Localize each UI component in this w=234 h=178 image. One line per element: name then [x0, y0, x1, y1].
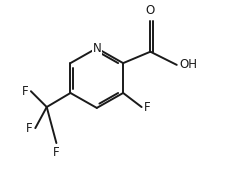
Text: N: N — [92, 42, 101, 55]
Text: O: O — [146, 4, 155, 17]
Text: F: F — [22, 85, 28, 98]
Text: F: F — [53, 146, 60, 159]
Text: F: F — [144, 101, 151, 114]
Text: OH: OH — [179, 58, 197, 71]
Text: F: F — [26, 122, 33, 135]
